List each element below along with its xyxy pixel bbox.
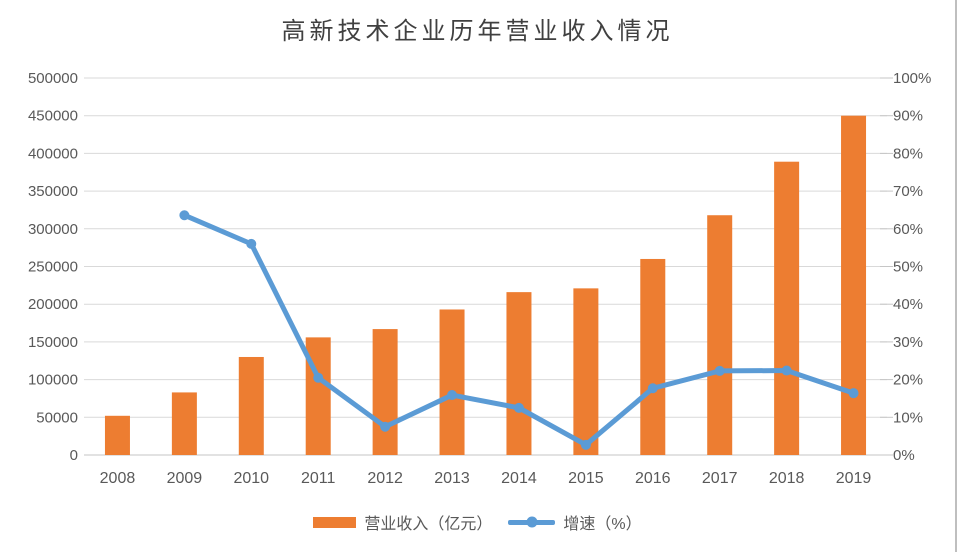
revenue-bar-2015 <box>573 288 599 455</box>
right-axis-tick-label: 0% <box>893 447 915 464</box>
revenue-bar-2012 <box>372 329 398 455</box>
legend-revenue-bar-swatch-icon <box>313 516 357 528</box>
right-axis-tick-label: 60% <box>893 221 923 238</box>
right-axis-tick-label: 100% <box>893 70 931 87</box>
revenue-bar-2013 <box>439 309 465 455</box>
revenue-bar-2008 <box>104 415 130 455</box>
revenue-bar-2016 <box>640 258 666 455</box>
x-axis-tick-label: 2015 <box>568 470 604 487</box>
left-axis-tick-label: 200000 <box>28 296 78 313</box>
x-axis-tick-label: 2011 <box>301 470 336 487</box>
growth-line-point <box>513 402 524 413</box>
left-axis-tick-label: 350000 <box>28 183 78 200</box>
legend-growth-label: 增速（%） <box>563 516 642 533</box>
growth-line-point <box>714 365 725 376</box>
growth-line-point <box>447 390 458 401</box>
revenue-bar-2010 <box>238 356 264 455</box>
right-axis-tick-label: 50% <box>893 259 923 276</box>
x-axis-tick-label: 2010 <box>233 470 269 487</box>
growth-line-point <box>781 365 792 376</box>
growth-line-point <box>246 238 257 249</box>
left-axis-tick-label: 450000 <box>28 108 78 125</box>
legend-growth-line-icon <box>508 519 556 525</box>
right-axis-tick-label: 90% <box>893 108 923 125</box>
x-axis-tick-label: 2014 <box>501 470 537 487</box>
growth-line-point <box>580 439 591 450</box>
left-axis-tick-label: 500000 <box>28 70 78 87</box>
right-axis-tick-label: 20% <box>893 372 923 389</box>
x-axis-tick-label: 2013 <box>434 470 470 487</box>
growth-line-point <box>647 383 658 394</box>
x-axis-tick-label: 2019 <box>836 470 872 487</box>
left-axis-tick-label: 100000 <box>28 372 78 389</box>
growth-line-point <box>380 421 391 432</box>
left-axis-tick-label: 50000 <box>36 409 78 426</box>
x-axis-tick-label: 2008 <box>100 470 136 487</box>
revenue-bar-2018 <box>774 161 800 455</box>
right-axis-tick-label: 30% <box>893 334 923 351</box>
left-axis-tick-label: 0 <box>70 447 78 464</box>
legend-revenue-label: 营业收入（亿元） <box>364 516 493 533</box>
legend: 营业收入（亿元） 增速（%） <box>0 510 955 534</box>
x-axis-tick-label: 2017 <box>702 470 738 487</box>
right-axis-tick-label: 10% <box>893 409 923 426</box>
chart-title: 高新技术企业历年营业收入情况 <box>281 19 674 45</box>
x-axis-tick-label: 2018 <box>769 470 805 487</box>
right-axis-tick-label: 70% <box>893 183 923 200</box>
right-axis-tick-label: 80% <box>893 145 923 162</box>
x-axis-tick-label: 2009 <box>167 470 203 487</box>
revenue-bar-2009 <box>171 392 197 455</box>
revenue-bar-2019 <box>841 115 867 455</box>
revenue-bar-2017 <box>707 215 733 455</box>
x-axis-tick-label: 2016 <box>635 470 671 487</box>
growth-line-point <box>313 372 324 383</box>
left-axis-tick-label: 400000 <box>28 145 78 162</box>
x-axis-tick-label: 2012 <box>367 470 403 487</box>
growth-line-point <box>179 210 190 221</box>
left-axis-tick-label: 150000 <box>28 334 78 351</box>
growth-line-point <box>848 388 859 399</box>
left-axis-tick-label: 250000 <box>28 259 78 276</box>
right-axis-tick-label: 40% <box>893 296 923 313</box>
left-axis-tick-label: 300000 <box>28 221 78 238</box>
revenue-bar-2014 <box>506 292 532 455</box>
